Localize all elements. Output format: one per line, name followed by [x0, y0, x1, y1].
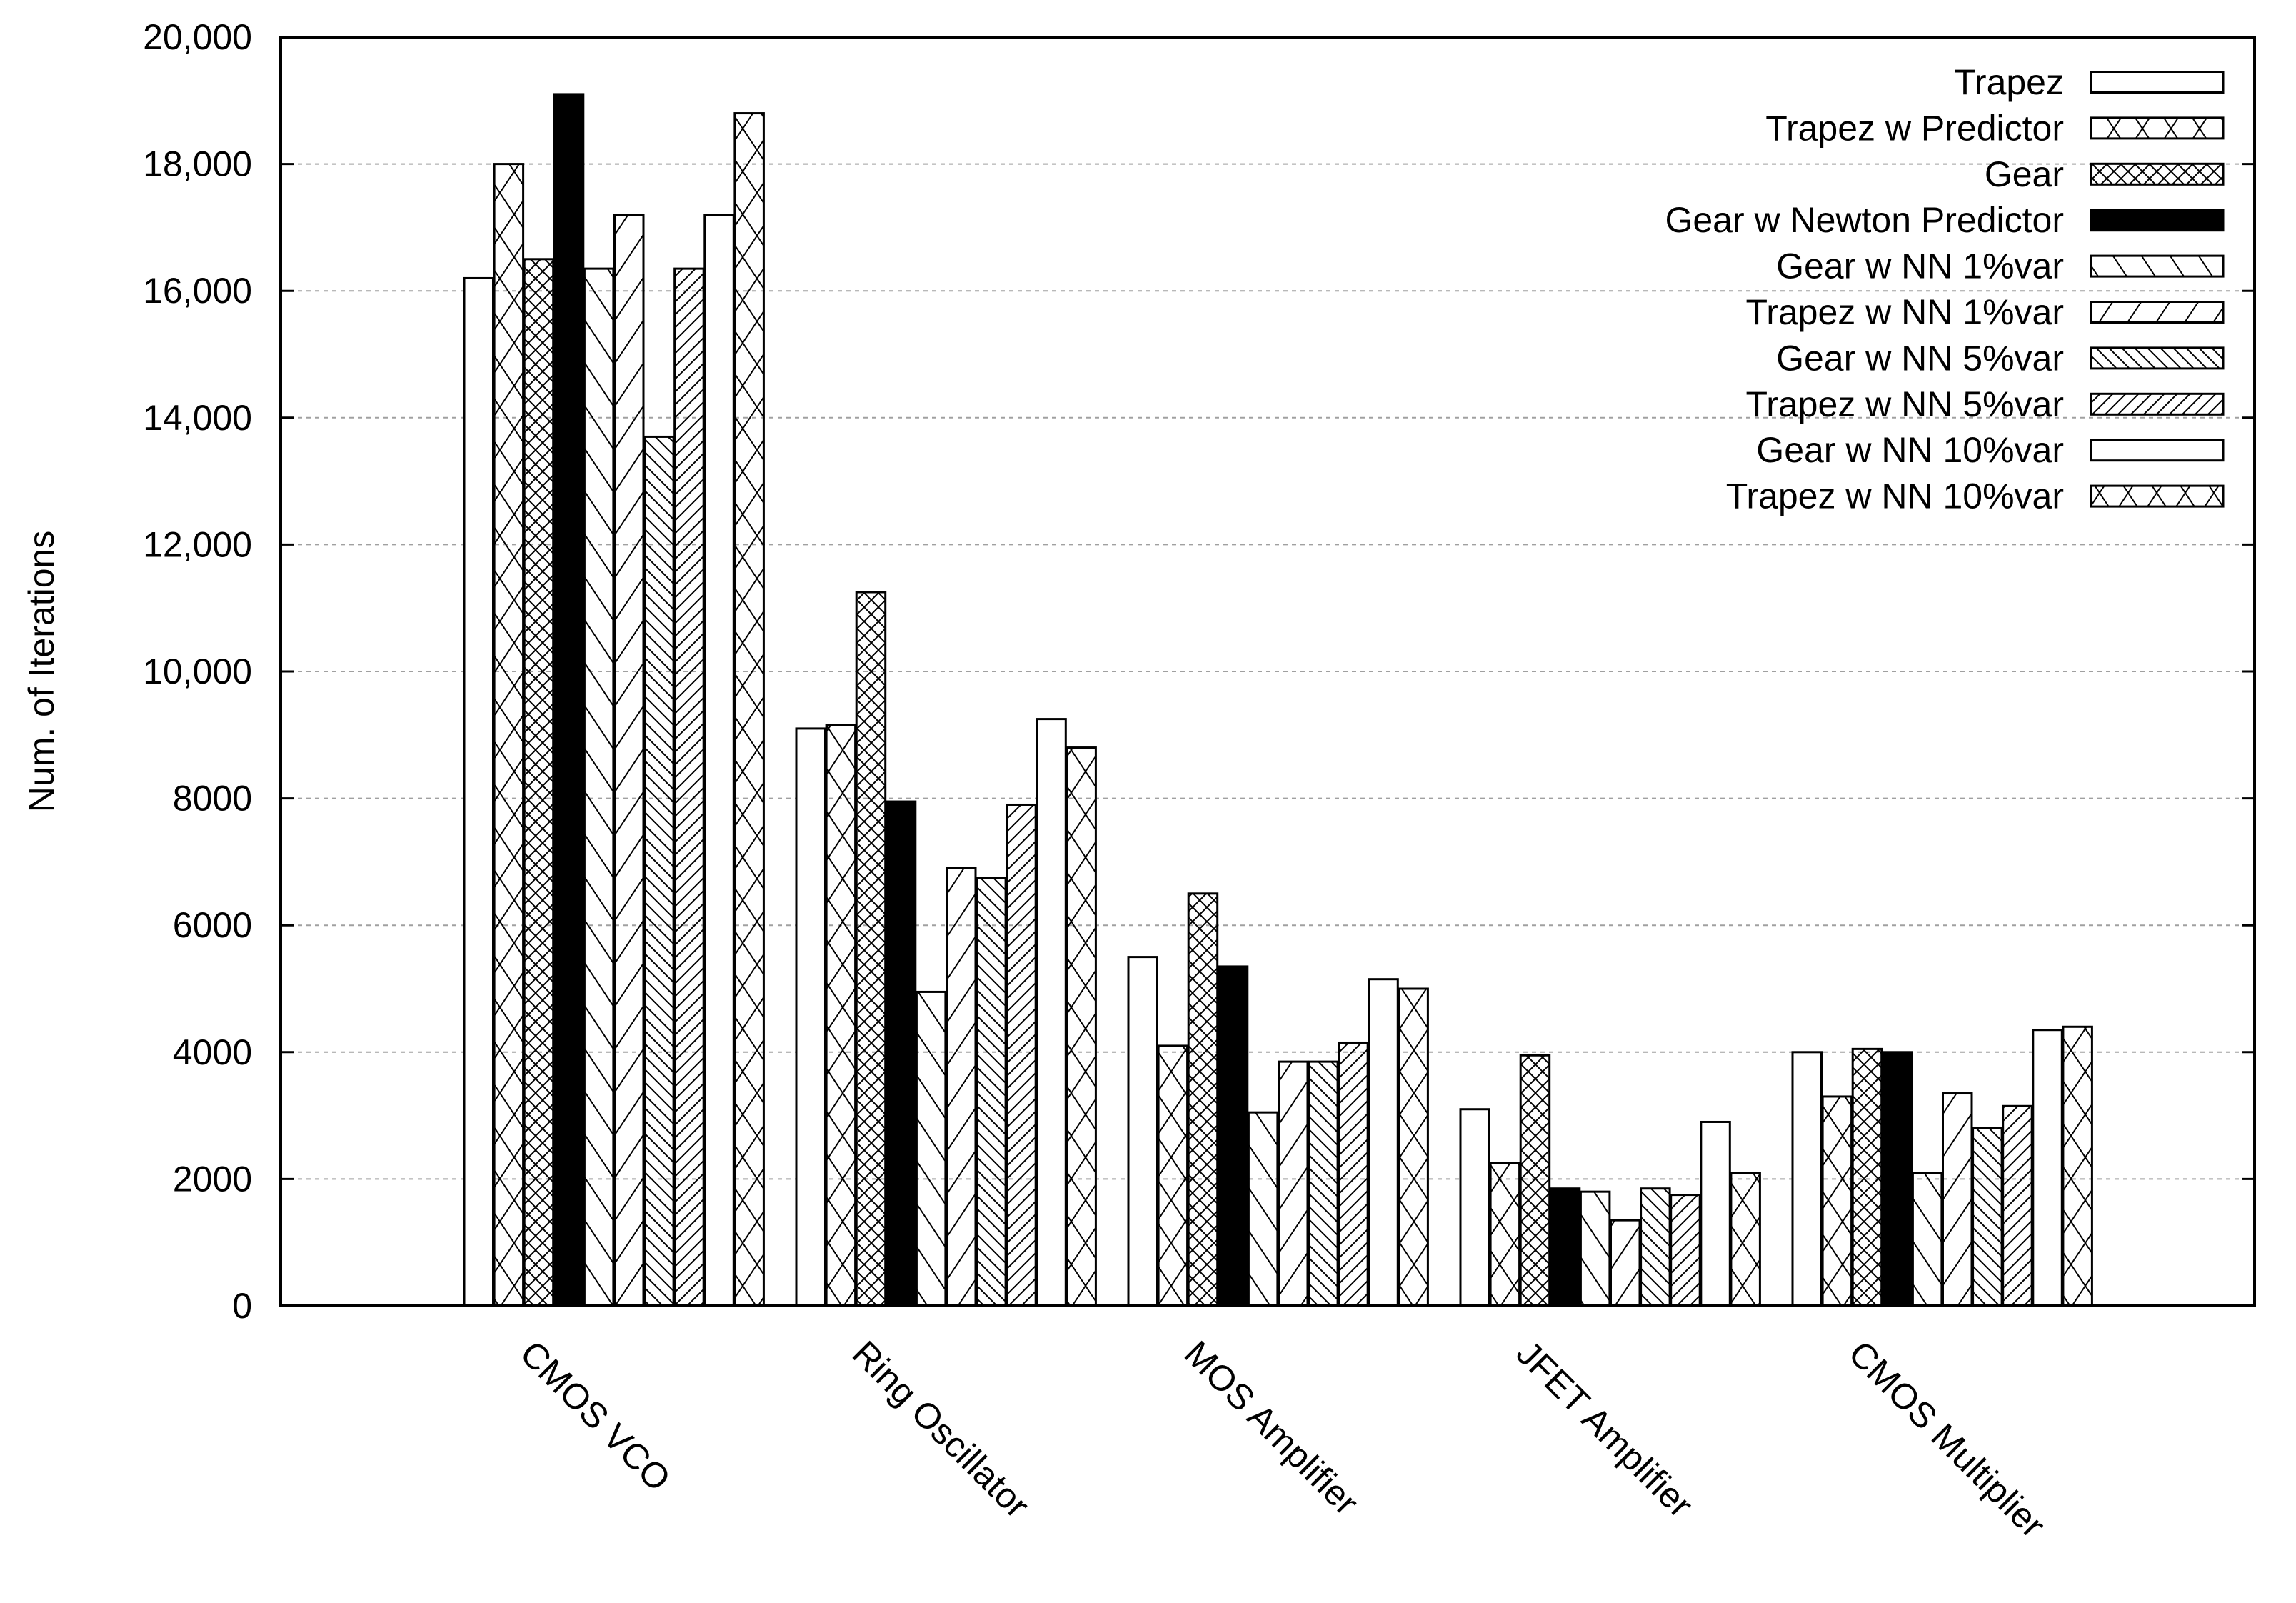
- x-tick-label: Ring Oscillator: [845, 1333, 1037, 1525]
- y-tick-label: 18,000: [143, 144, 252, 184]
- bar: [583, 267, 615, 1307]
- legend-label: Trapez w Predictor: [1765, 108, 2064, 148]
- bar: [825, 724, 857, 1307]
- bar: [643, 435, 675, 1307]
- x-tick-label: MOS Amplifier: [1177, 1333, 1367, 1523]
- bar: [1549, 1187, 1581, 1307]
- bar: [1308, 1060, 1339, 1307]
- legend-label: Trapez w NN 10%var: [1726, 476, 2064, 516]
- bar: [1459, 1108, 1490, 1307]
- bar: [1670, 1194, 1701, 1307]
- y-tick-label: 10,000: [143, 651, 252, 691]
- legend: Trapez Trapez w Predictor Gear Gear w Newto…: [1665, 62, 2225, 516]
- y-tick-label: 20,000: [143, 17, 252, 57]
- bar: [1006, 803, 1037, 1307]
- bar: [976, 877, 1007, 1307]
- bar: [1821, 1095, 1853, 1307]
- y-tick-label: 12,000: [143, 524, 252, 564]
- legend-label: Trapez: [1954, 62, 2064, 102]
- bar: [1217, 965, 1249, 1307]
- bar: [493, 163, 525, 1307]
- bar: [1881, 1051, 1913, 1307]
- bar: [855, 591, 887, 1307]
- legend-label: Gear w NN 1%var: [1776, 246, 2064, 286]
- bar: [1519, 1054, 1551, 1307]
- bar: [1187, 892, 1219, 1307]
- legend-label: Gear w NN 10%var: [1756, 430, 2064, 470]
- legend-swatch: [2090, 116, 2225, 140]
- bar: [1911, 1172, 1943, 1307]
- bar: [1700, 1120, 1731, 1307]
- bars: [463, 93, 2093, 1307]
- bar: [1338, 1041, 1369, 1307]
- y-tick-label: 14,000: [143, 398, 252, 438]
- bar: [1066, 746, 1097, 1307]
- x-tick-label: CMOS VCO: [513, 1333, 678, 1499]
- bar: [915, 990, 947, 1307]
- bar: [1036, 718, 1067, 1307]
- y-axis-title: Num. of Iterations: [21, 531, 61, 813]
- bar: [613, 214, 645, 1307]
- legend-swatch: [2090, 301, 2225, 324]
- bar: [1579, 1190, 1611, 1307]
- bar: [703, 214, 735, 1307]
- bar: [1851, 1047, 1883, 1307]
- legend-swatch: [2090, 209, 2225, 232]
- bar: [2032, 1029, 2063, 1307]
- bar: [1127, 956, 1158, 1307]
- x-tick-label: CMOS Multiplier: [1841, 1333, 2053, 1545]
- legend-swatch: [2090, 71, 2225, 94]
- x-tick-label: JFET Amplifier: [1509, 1333, 1701, 1525]
- bar: [1157, 1044, 1189, 1307]
- bar: [463, 276, 494, 1307]
- x-axis: CMOS VCO Ring Oscillator MOS Amplifier JFET…: [513, 1293, 2053, 1545]
- bar: [673, 267, 705, 1307]
- y-tick-label: 16,000: [143, 271, 252, 311]
- bar: [1942, 1092, 1973, 1307]
- bar: [1368, 978, 1399, 1307]
- legend-swatch: [2090, 484, 2225, 508]
- legend-swatch: [2090, 392, 2225, 416]
- legend-swatch: [2090, 162, 2225, 186]
- legend-label: Trapez w NN 1%var: [1746, 292, 2064, 332]
- bar: [2002, 1104, 2033, 1307]
- legend-swatch: [2090, 346, 2225, 370]
- y-tick-label: 6000: [173, 905, 252, 945]
- bar: [2062, 1025, 2093, 1307]
- bar: [1972, 1127, 2003, 1307]
- bar: [1610, 1219, 1641, 1307]
- bar: [1489, 1162, 1521, 1307]
- legend-label: Gear: [1985, 154, 2064, 194]
- y-tick-label: 2000: [173, 1159, 252, 1199]
- bar: [1278, 1060, 1309, 1307]
- bar: [1640, 1187, 1671, 1307]
- y-tick-label: 4000: [173, 1032, 252, 1072]
- bar: [795, 727, 826, 1307]
- bar: [1730, 1172, 1761, 1307]
- legend-swatch: [2090, 254, 2225, 278]
- bar: [553, 93, 585, 1307]
- legend-label: Gear w Newton Predictor: [1665, 200, 2064, 240]
- y-tick-label: 0: [232, 1286, 252, 1326]
- legend-swatch: [2090, 439, 2225, 462]
- bar: [523, 258, 555, 1307]
- y-axis: 0 2000 4000 6000 8000 10,000 12,000 14,000 16,00…: [143, 17, 2255, 1326]
- bar: [1247, 1111, 1279, 1307]
- legend-label: Gear w NN 5%var: [1776, 338, 2064, 378]
- bar: [733, 112, 765, 1307]
- bar: [885, 800, 917, 1307]
- legend-label: Trapez w NN 5%var: [1746, 384, 2064, 424]
- y-tick-label: 8000: [173, 779, 252, 819]
- bar: [946, 867, 977, 1307]
- bar: [1398, 987, 1429, 1307]
- bar: [1791, 1051, 1823, 1307]
